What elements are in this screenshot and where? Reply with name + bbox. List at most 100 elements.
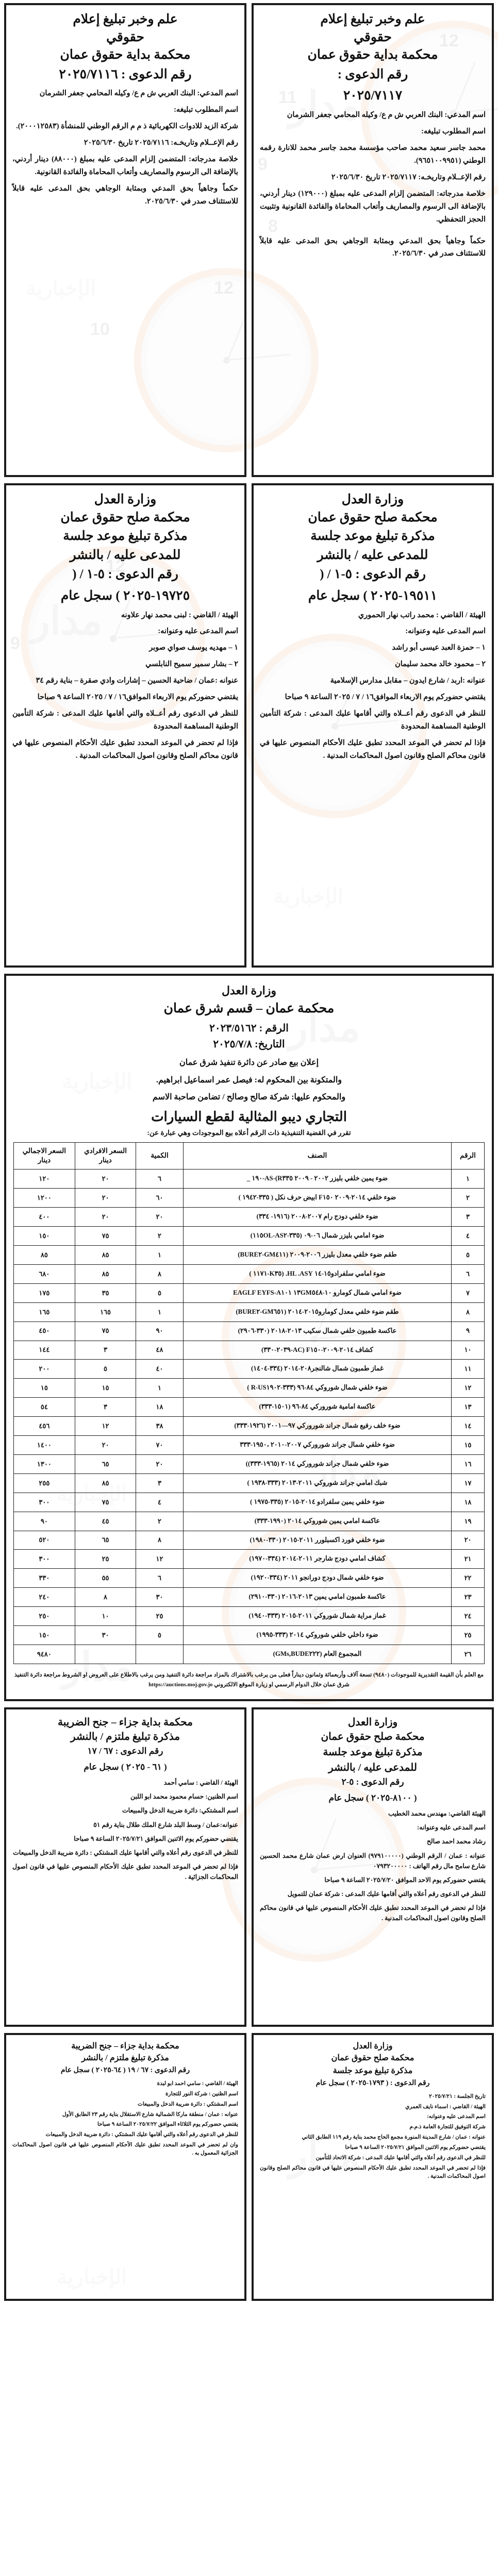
item-total-price: ١٧٥ [13,1283,75,1303]
address: عنوانه : عمان / منطقة ماركا الشمالية شار… [62,2111,238,2117]
item-quantity: ١ [136,1302,184,1322]
case-label: رقم الدعوى : ٦٧ / ١٧ [87,1746,163,1756]
ministry-name: وزارة العدل [347,1717,398,1728]
notice-card-19511[interactable]: وزارة العدل محكمة صلح حقوق عمان مذكرة تب… [252,483,494,968]
notice-verdict: حكماً وجاهياً بحق المدعي وبمثابة الوجاهي… [12,184,238,206]
notice-defendant-label: اسم المطلوب تبليغه: [174,106,238,114]
item-total-price: ٤٠٠ [13,1207,75,1227]
table-row: ١٨ ضوء خلفي يمين سلفرادو ٢٠١٤-٢٠١٥ (٣٣٥-١… [13,1492,485,1512]
table-row: ٦ ضوء امامي سلفرادو١٥-١٤ HL .ASY. (K٣٥-١١… [13,1264,485,1284]
item-unit-price: ٢٠ [74,1169,137,1189]
case-label: رقم الدعوى : ٥-١ / ( [72,567,178,581]
case-label: رقم الدعوى : ٥-٢ [341,1777,404,1787]
item-description: شبك امامي جراند شوروكي ٢٠١١-٢٠١٣ (٣٣٣-١٩… [182,1473,452,1493]
ministry-name: وزارة العدل [222,984,276,997]
item-description: ضوء خلفي شمال دودج دورانجو ٢٠١١ (٣٣٤-١٩٢… [182,1568,452,1588]
item-quantity: ٥ [136,1625,184,1646]
table-row: ١٥ ضوء خلفي شمال جراند شوروركي ٢٠٠٧-٢٠١٠ … [13,1435,485,1455]
case-number: ١٩٧٢٥-٢٠٢٥ ) سجل عام [60,588,190,603]
table-row: ٢٦ المجموع العام (GMs,BUDE٢٢٢) ٩٤٨٠ [13,1645,485,1664]
notice-court: محكمة بداية حقوق عمان [307,48,438,62]
item-number: ١٤ [451,1416,485,1436]
item-quantity: ٢٠ [136,1454,184,1474]
notice-card-7117[interactable]: علم وخبر تبليغ إعلام حقوقي محكمة بداية ح… [252,3,494,477]
table-row: ٢١ كشاف امامي دودج شارجر ٢٠١١-٢٠١٤ (٣٣٤-١… [13,1549,485,1569]
defendant-label: اسم المدعى عليه وعنوانه: [158,627,238,636]
item-number: ٨ [451,1302,485,1322]
notice-card-7116[interactable]: علم وخبر تبليغ إعلام حقوقي محكمة بداية ح… [4,3,246,477]
auction-announcement[interactable]: وزارة العدل محكمة عمان – قسم شرق عمان ال… [4,974,494,1702]
item-description: ضوء خلفي شمال جراند شوروركي ٢٠١٤ (١٩٦٥-٣… [182,1454,452,1474]
judge-name: الهيئة / القاضي : سامي احمد ابو لبدة [157,2080,238,2087]
item-quantity: ٨ [136,1264,184,1284]
item-number: ٢٢ [451,1568,485,1588]
notice-summary: خلاصة مدرجاته: المتضمن إلزام المدعى عليه… [260,189,486,224]
defendant-label: اسم المدعى عليه وعنوانه: [405,627,486,636]
absence-warning: فإذا لم تحضر في الموعد المحدد تطبق عليك … [12,1862,238,1880]
notice-card-19725[interactable]: وزارة العدل محكمة صلح حقوق عمان مذكرة تب… [4,483,246,968]
case-number: ١٩٥١١-٢٠٢٥ ) سجل عام [308,588,438,603]
defendant-1: ١ – حمزة العبد عيسى أبو راشد [392,643,486,652]
auction-trade-name: التجاري ديبو المثالية لقطع السيارات [151,1108,347,1124]
column-right: علم وخبر تبليغ إعلام حقوقي محكمة بداية ح… [4,3,246,483]
notice-card-tax-61[interactable]: محكمة بداية جزاء – جنح الضريبة مذكرة تبل… [4,1707,246,2027]
item-number: ٢٤ [451,1606,485,1626]
item-total-price: ٣٠٠ [13,1549,75,1569]
table-row: ٥ طقم ضوء خلفي معدل بليزر ٢٠٠٦-٢٠٠٩ (GM٤١… [13,1245,485,1265]
item-unit-price: ٣٠ [74,1625,137,1646]
notice-title-second-line: حقوقي [106,30,144,44]
item-number: ٢١ [451,1549,485,1569]
item-unit-price: ١٠ [74,1606,137,1626]
item-total-price: ٢٤٠ [13,1587,75,1607]
hearing-datetime: يقتضي حضوركم يوم الاربعاء الموافق١٦ / ٧ … [37,693,238,702]
item-number: ٣ [451,1207,485,1227]
item-description: كشاف ٢٠١٤-٢٠٠٩-F١٥٠ (AC-٢٠٣٩-٣٣٠) [182,1340,452,1360]
complainant-name: اسم المشتكي: دائرة ضريبة الدخل والمبيعات [122,1807,238,1815]
item-description: ضوء امامي بليزر شمال ٠٦-٠٩ (٣٣٥-١١٥OL-AS… [182,1226,452,1246]
address: عنوانه:عمان / وسط البلد شارع الملك طلال … [93,1821,238,1828]
item-quantity: ٩٠ [136,1321,184,1341]
item-description: كشاف امامي دودج شارجر ٢٠١١-٢٠١٤ (٣٣٤-١٩٧… [182,1549,452,1569]
item-quantity: ٢ [136,1511,184,1531]
item-unit-price: ٣ [74,1340,137,1360]
notice-defendant-name: شركة الزيد للادوات الكهربائية ذ م م الرق… [16,122,238,131]
item-quantity [136,1645,184,1664]
table-row: ٢٠ ضوء خلفي فورد اكسبلورر ٢٠١١-٢٠١٥ (٣٣٠-… [13,1530,485,1550]
notice-defendant-label: اسم المطلوب تبليغه: [421,127,486,135]
item-total-price: ١٢٠٠ [13,1188,75,1208]
item-total-price: ٦٨٠ [13,1264,75,1284]
item-quantity: ٦٠ [136,1188,184,1208]
notice-card-8100[interactable]: وزارة العدل محكمة صلح حقوق عمان مذكرة تب… [252,1707,494,2027]
claim-description: للنظر في الدعوى رقم أعــلاه والتي أقامها… [260,709,486,731]
table-row: ١٩ عاكسة امامي يمين شوروكي ٢٠١٤ (١٩٩٠-٣٣٣… [13,1511,485,1531]
auction-number-value: ٢٠٢٣/٥١٦٢ [209,1023,257,1034]
item-number: ١٢ [451,1378,485,1398]
absence-warning: فإذا لم تحضر في الموعد المحدد تطبق عليك … [260,739,486,760]
column-header-total-price: السعر الاجمالي دينار [13,1142,75,1170]
hearing-datetime: يقتضي حضوركم يوم الاربعاء الموافق١٦ / ٧ … [285,693,486,702]
notice-decision-number: رقم الإعــلام وتاريخـه: ٢٠٢٥/٧١١٦ تاريخ … [84,139,238,147]
item-number: ١ [451,1169,485,1189]
table-body: ١ ضوء يمين خلفي بليزر ٢٠٠٢ - ٢٠٠٩ AS-(R٣٣… [13,1169,485,1664]
item-total-price: ٨٥ [13,1245,75,1265]
auction-date-value: ٢٠٢٥/٧/٨ [213,1039,252,1050]
notice-card-tax-64[interactable]: محكمة بداية جزاء – جنح الضريبة مذكرة تبل… [4,2033,246,2301]
court-name: محكمة بداية جزاء – جنح الضريبة [71,2042,179,2051]
memo-line-1: مذكرة تبليغ موعد جلسة [63,529,188,543]
row-notices-top: علم وخبر تبليغ إعلام حقوقي محكمة بداية ح… [4,3,494,483]
notice-card-1793[interactable]: وزارة العدل محكمة صلح حقوق عمان مذكرة تب… [252,2033,494,2301]
judge-name: الهيئة / القاضي : لبنى محمد نهار علاونه [121,611,238,619]
item-unit-price: ٦٥ [74,1530,137,1550]
table-row: ٢٢ ضوء خلفي شمال دودج دورانجو ٢٠١١ (٣٣٤-١… [13,1568,485,1588]
item-unit-price: ٢٥ [74,1549,137,1569]
item-quantity: ٦ [136,1568,184,1588]
defendant-address: عنوانه :عمان / ضاحية الحسين – إشارات واد… [36,676,238,685]
hearing-date: تاريخ الجلسة : ٢٠٢٥/٧/٢١ [429,2093,486,2099]
table-row: ٣ ضوء خلفي دودج رام ٢٠٠٧-٢٠٠٨ (١٩١٦- ٣٣٤)… [13,1207,485,1227]
item-quantity: ١ [136,1245,184,1265]
complainant-name: اسم المشتكي : دائرة ضريبة الدخل والمبيعا… [137,2101,238,2107]
defendant-2: ٢ – بشار سمير سميح النابلسي [145,660,238,669]
column-header-quantity: الكمية [136,1142,184,1170]
claim-description: للنظر في الدعوى رقم أعلاه والتي أقامها ع… [45,2132,238,2138]
table-row: ٢٣ عاكسة طمبون امامي يمين ٢٠١٣-٢٠١٦ (٣٣٠-… [13,1587,485,1607]
